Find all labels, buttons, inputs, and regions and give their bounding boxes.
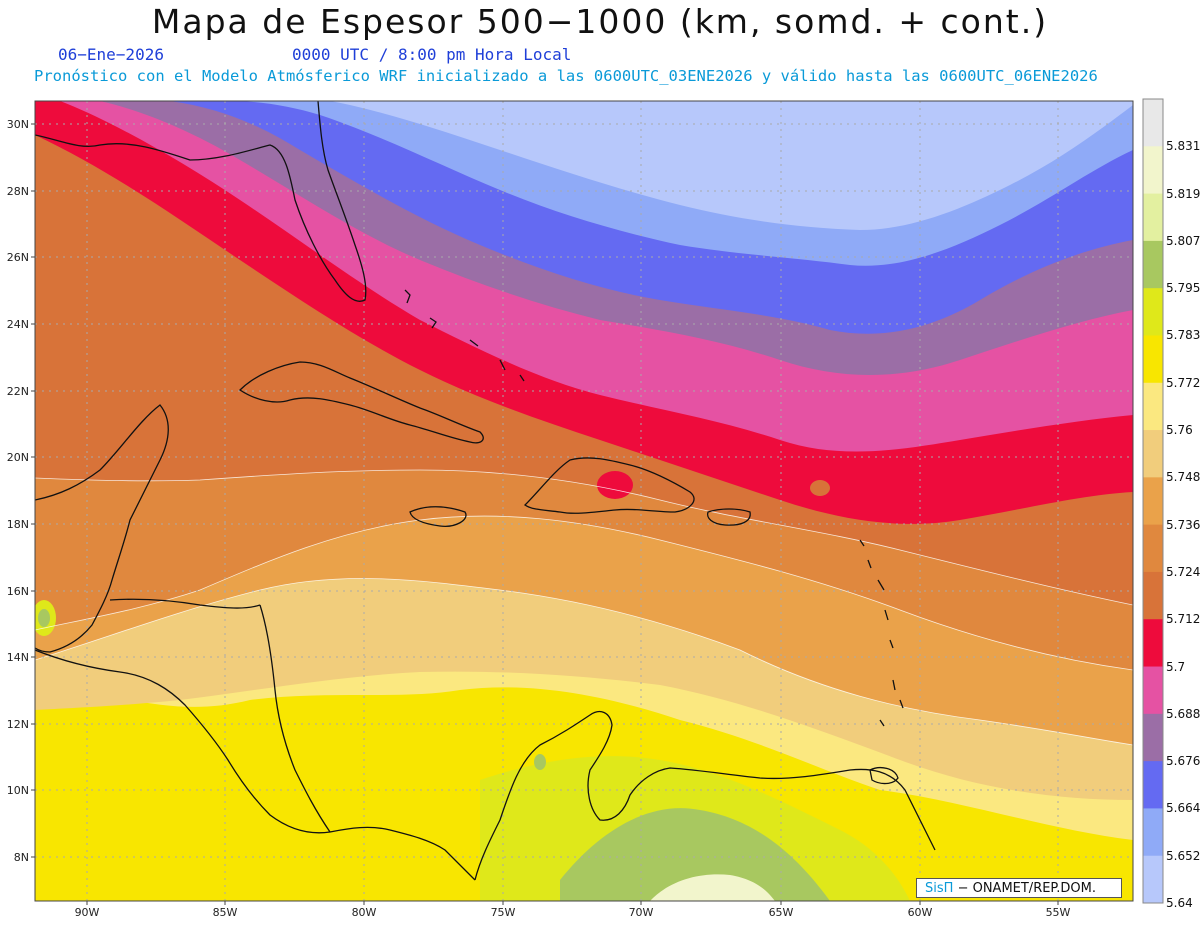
lat-label: 24N — [7, 318, 29, 331]
lat-label: 18N — [7, 518, 29, 531]
lon-label: 65W — [769, 906, 794, 919]
colorbar-swatch — [1143, 761, 1163, 809]
colorbar-swatch — [1143, 193, 1163, 242]
colorbar-swatch — [1143, 335, 1163, 384]
colorbar-swatch — [1143, 146, 1163, 195]
lon-label: 70W — [629, 906, 654, 919]
colorbar-swatch — [1143, 240, 1163, 289]
lon-label: 90W — [75, 906, 100, 919]
colorbar-swatch — [1143, 855, 1163, 904]
lat-axis: 30N 28N 26N 24N 22N 20N 18N 16N 14N 12N 10N 8N — [7, 118, 35, 864]
lat-label: 26N — [7, 251, 29, 264]
forecast-time: 0000 UTC / 8:00 pm Hora Local — [292, 45, 572, 64]
grid-lines — [35, 101, 1133, 901]
lon-label: 55W — [1046, 906, 1071, 919]
lon-label: 75W — [491, 906, 516, 919]
colorbar-swatch — [1143, 524, 1163, 573]
lat-label: 30N — [7, 118, 29, 131]
colorbar-label: 5.783 — [1166, 328, 1200, 343]
colorbar-label: 5.819 — [1166, 186, 1200, 201]
lat-label: 14N — [7, 651, 29, 664]
colorbar-swatch — [1143, 808, 1163, 857]
thickness-fill — [35, 101, 1133, 901]
colorbar-swatch — [1143, 666, 1163, 715]
colorbar-label: 5.795 — [1166, 281, 1200, 296]
lat-label: 22N — [7, 385, 29, 398]
colorbar-label: 5.676 — [1166, 754, 1200, 769]
colorbar-label: 5.831 — [1166, 139, 1200, 154]
colorbar-swatch — [1143, 713, 1163, 762]
lat-label: 20N — [7, 451, 29, 464]
colorbar-label: 5.736 — [1166, 517, 1200, 532]
credit-brand: SisΠ — [925, 881, 954, 896]
credit-box: SisΠ − ONAMET/REP.DOM. — [916, 878, 1122, 898]
colorbar-swatch — [1143, 571, 1163, 620]
colorbar-label: 5.712 — [1166, 612, 1200, 627]
lon-label: 60W — [908, 906, 933, 919]
colorbar-swatch — [1143, 288, 1163, 336]
forecast-date: 06−Ene−2026 — [58, 45, 164, 64]
colorbar-label: 5.807 — [1166, 233, 1200, 248]
colorbar-swatch — [1143, 99, 1163, 147]
lat-label: 12N — [7, 718, 29, 731]
colorbar-label: 5.664 — [1166, 801, 1200, 816]
colorbar — [1142, 98, 1164, 904]
model-info: Pronóstico con el Modelo Atmósferico WRF… — [34, 67, 1098, 85]
coastlines — [35, 101, 936, 881]
colorbar-swatch — [1143, 477, 1163, 526]
lon-label: 85W — [213, 906, 238, 919]
colorbar-swatch — [1143, 619, 1163, 668]
colorbar-label: 5.748 — [1166, 470, 1200, 485]
lat-label: 28N — [7, 185, 29, 198]
lon-label: 80W — [352, 906, 377, 919]
colorbar-label: 5.724 — [1166, 564, 1200, 579]
colorbar-swatch — [1143, 430, 1163, 478]
colorbar-swatch — [1143, 382, 1163, 431]
lon-axis: 90W 85W 80W 75W 70W 65W 60W 55W — [75, 901, 1071, 919]
colorbar-label: 5.64 — [1166, 896, 1193, 910]
colorbar-label: 5.7 — [1166, 659, 1186, 674]
map-title: Mapa de Espesor 500−1000 (km, somd. + co… — [151, 2, 1049, 41]
colorbar-label: 5.772 — [1166, 375, 1200, 390]
credit-text: − ONAMET/REP.DOM. — [957, 881, 1096, 896]
lat-label: 10N — [7, 784, 29, 797]
colorbar-label: 5.652 — [1166, 848, 1200, 863]
lat-label: 8N — [14, 851, 29, 864]
colorbar-label: 5.688 — [1166, 706, 1200, 721]
lat-label: 16N — [7, 585, 29, 598]
colorbar-label: 5.76 — [1166, 423, 1193, 438]
